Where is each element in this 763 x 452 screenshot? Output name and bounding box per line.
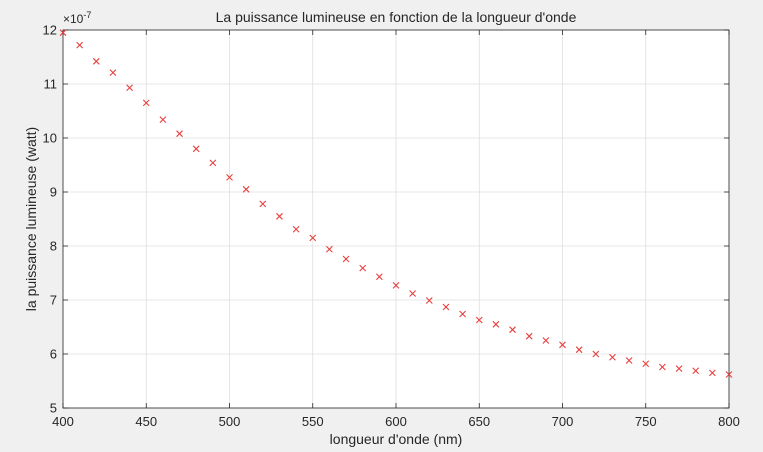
data-point-29 (542, 337, 550, 344)
data-point-40 (725, 371, 733, 378)
y-tick-label-5: 10 (43, 131, 57, 146)
x-tick-label-7: 750 (635, 414, 657, 429)
data-point-20 (392, 282, 400, 289)
data-point-2 (92, 57, 100, 65)
data-point-19 (375, 273, 383, 281)
y-exponent: ×10-7 (63, 10, 91, 26)
y-exponent-power: -7 (83, 10, 91, 20)
data-point-37 (675, 365, 683, 372)
data-point-36 (659, 363, 666, 371)
data-point-21 (409, 290, 417, 297)
x-tick-label-2: 500 (219, 414, 241, 429)
chart-title: La puissance lumineuse en fonction de la… (216, 9, 577, 25)
y-tick-label-0: 5 (50, 401, 57, 416)
data-point-17 (342, 255, 350, 263)
data-point-8 (192, 145, 200, 153)
data-point-27 (509, 326, 516, 334)
data-point-35 (642, 360, 650, 368)
data-point-38 (692, 367, 700, 375)
data-point-31 (575, 346, 583, 354)
data-point-32 (592, 350, 600, 358)
x-axis-label: longueur d'onde (nm) (330, 431, 463, 447)
data-point-39 (708, 369, 716, 377)
x-tick-label-4: 600 (385, 414, 407, 429)
data-point-13 (276, 212, 283, 220)
data-point-30 (559, 341, 566, 349)
y-exponent-base: ×10 (63, 12, 84, 26)
y-tick-label-7: 12 (43, 23, 57, 38)
data-point-23 (442, 303, 450, 311)
data-point-12 (259, 200, 267, 208)
x-tick-label-5: 650 (468, 414, 490, 429)
data-point-3 (109, 69, 117, 77)
data-point-15 (309, 234, 317, 242)
data-point-5 (142, 99, 150, 107)
y-tick-label-1: 6 (50, 347, 57, 362)
x-tick-label-0: 400 (52, 414, 74, 429)
x-tick-label-3: 550 (302, 414, 324, 429)
data-point-24 (459, 310, 466, 318)
data-point-34 (625, 357, 633, 364)
data-point-9 (209, 159, 217, 167)
data-point-22 (425, 297, 433, 304)
y-tick-label-4: 9 (50, 185, 57, 200)
y-tick-label-2: 7 (50, 293, 57, 308)
data-point-28 (525, 332, 533, 340)
data-point-7 (176, 130, 183, 138)
data-markers (59, 29, 733, 378)
data-point-33 (609, 353, 616, 361)
y-tick-label-3: 8 (50, 239, 57, 254)
data-point-4 (126, 84, 133, 92)
data-point-16 (326, 245, 333, 253)
data-point-0 (59, 29, 67, 37)
data-point-11 (242, 185, 250, 193)
x-tick-label-1: 450 (135, 414, 157, 429)
data-point-14 (292, 225, 300, 233)
y-axis-label: la puissance lumineuse (watt) (23, 127, 39, 311)
data-point-26 (492, 320, 500, 328)
data-point-10 (226, 174, 233, 181)
data-point-25 (475, 316, 483, 324)
y-tick-label-6: 11 (44, 77, 58, 92)
data-point-18 (359, 264, 367, 272)
x-tick-label-6: 700 (552, 414, 574, 429)
data-point-6 (159, 116, 167, 124)
data-point-1 (76, 41, 84, 49)
x-tick-label-8: 800 (718, 414, 740, 429)
